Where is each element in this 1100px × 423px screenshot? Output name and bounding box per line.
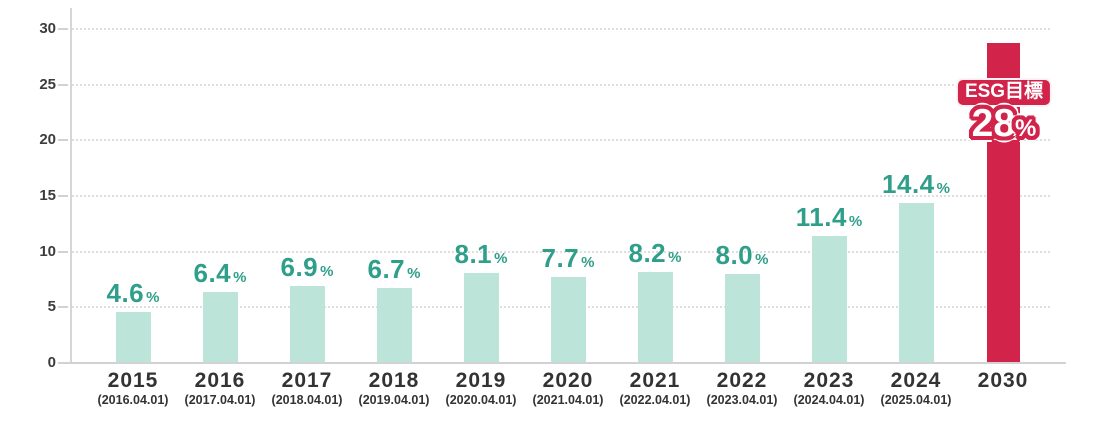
- x-axis-baseline: [58, 362, 1066, 364]
- value-number: 6.4: [193, 257, 232, 288]
- gridline-15: [72, 195, 1050, 197]
- percent-sign: %: [848, 213, 863, 231]
- esg-target-annotation: ESG目標 28%: [955, 78, 1053, 145]
- y-axis-line: [70, 8, 72, 363]
- y-tick-label-0: 0: [47, 354, 56, 371]
- value-label-2015: 4.6%: [107, 278, 160, 309]
- percent-sign: %: [407, 265, 421, 283]
- value-label-2023: 11.4%: [796, 202, 863, 233]
- x-label-2015: 2015: [107, 369, 159, 392]
- y-tick-mark-25: [58, 83, 68, 86]
- percent-sign: %: [233, 268, 247, 286]
- bar-2019: [463, 272, 499, 363]
- x-label-2019: 2019: [455, 369, 507, 392]
- percent-sign: %: [936, 179, 950, 197]
- gridline-30: [72, 28, 1050, 30]
- percent-sign: %: [668, 248, 682, 266]
- gridline-10: [72, 250, 1050, 253]
- y-tick-label-15: 15: [39, 187, 56, 204]
- value-number: 6.9: [280, 252, 319, 283]
- x-label-2022: 2022: [716, 369, 768, 392]
- x-sublabel-2022: (2023.04.01): [706, 393, 778, 407]
- x-label-2030: 2030: [977, 369, 1029, 392]
- x-sublabel-2019: (2020.04.01): [445, 393, 517, 407]
- bar-2016: [202, 291, 238, 363]
- percent-sign: %: [755, 250, 769, 268]
- percent-sign: %: [146, 288, 160, 306]
- percent-sign: %: [494, 249, 508, 267]
- bar-2018: [376, 288, 412, 363]
- value-label-2021: 8.2%: [629, 238, 682, 269]
- value-number: 14.4: [882, 168, 935, 199]
- y-tick-mark-5: [58, 306, 68, 309]
- x-label-2024: 2024: [890, 369, 942, 392]
- x-sublabel-2024: (2025.04.01): [880, 393, 952, 407]
- bar-2017: [289, 286, 325, 363]
- value-number: 8.1: [454, 238, 493, 269]
- value-label-2018: 6.7%: [368, 254, 421, 285]
- x-label-2017: 2017: [281, 369, 333, 392]
- value-number: 11.4: [795, 202, 847, 233]
- value-label-2016: 6.4%: [194, 258, 247, 289]
- y-tick-label-30: 30: [39, 20, 56, 37]
- value-number: 8.2: [628, 237, 667, 268]
- value-label-2017: 6.9%: [281, 252, 334, 283]
- y-tick-mark-30: [58, 28, 68, 30]
- value-number: 8.0: [715, 239, 754, 270]
- x-label-2016: 2016: [194, 369, 246, 392]
- x-sublabel-2020: (2021.04.01): [532, 393, 604, 407]
- value-label-2022: 8.0%: [716, 240, 769, 271]
- value-number: 7.7: [541, 243, 580, 274]
- y-tick-label-5: 5: [47, 298, 56, 316]
- value-label-2020: 7.7%: [542, 243, 595, 274]
- y-tick-mark-20: [58, 139, 68, 142]
- esg-target-value: 28%: [971, 101, 1037, 145]
- value-number: 4.6: [106, 277, 145, 308]
- esg-target-percent-sign: %: [1015, 114, 1037, 142]
- bar-2020: [550, 277, 586, 363]
- percent-sign: %: [581, 254, 595, 272]
- x-label-2023: 2023: [803, 369, 855, 392]
- value-number: 6.7: [367, 254, 406, 285]
- x-sublabel-2021: (2022.04.01): [619, 393, 691, 407]
- bar-2023: [811, 236, 847, 363]
- value-label-2024: 14.4%: [882, 169, 950, 200]
- x-sublabel-2018: (2019.04.01): [358, 393, 430, 407]
- esg-target-badge: ESG目標: [955, 78, 1053, 107]
- bar-2022: [724, 273, 760, 363]
- x-sublabel-2017: (2018.04.01): [271, 393, 343, 407]
- bar-2024: [898, 202, 934, 363]
- x-sublabel-2016: (2017.04.01): [184, 393, 256, 407]
- x-sublabel-2015: (2016.04.01): [97, 393, 169, 407]
- percent-sign: %: [320, 263, 334, 281]
- x-label-2018: 2018: [368, 369, 420, 392]
- y-tick-mark-15: [58, 195, 68, 197]
- x-label-2021: 2021: [629, 369, 681, 392]
- bar-2021: [637, 271, 673, 363]
- bar-2015: [115, 311, 151, 363]
- y-tick-mark-10: [58, 250, 68, 253]
- gridline-20: [72, 139, 1050, 142]
- gridline-25: [72, 83, 1050, 86]
- y-tick-label-10: 10: [39, 242, 56, 260]
- esg-target-number: 28: [971, 101, 1016, 145]
- x-sublabel-2023: (2024.04.01): [793, 393, 865, 407]
- y-tick-label-20: 20: [39, 131, 56, 149]
- value-label-2019: 8.1%: [455, 239, 508, 270]
- x-label-2020: 2020: [542, 369, 594, 392]
- y-tick-label-25: 25: [39, 75, 56, 93]
